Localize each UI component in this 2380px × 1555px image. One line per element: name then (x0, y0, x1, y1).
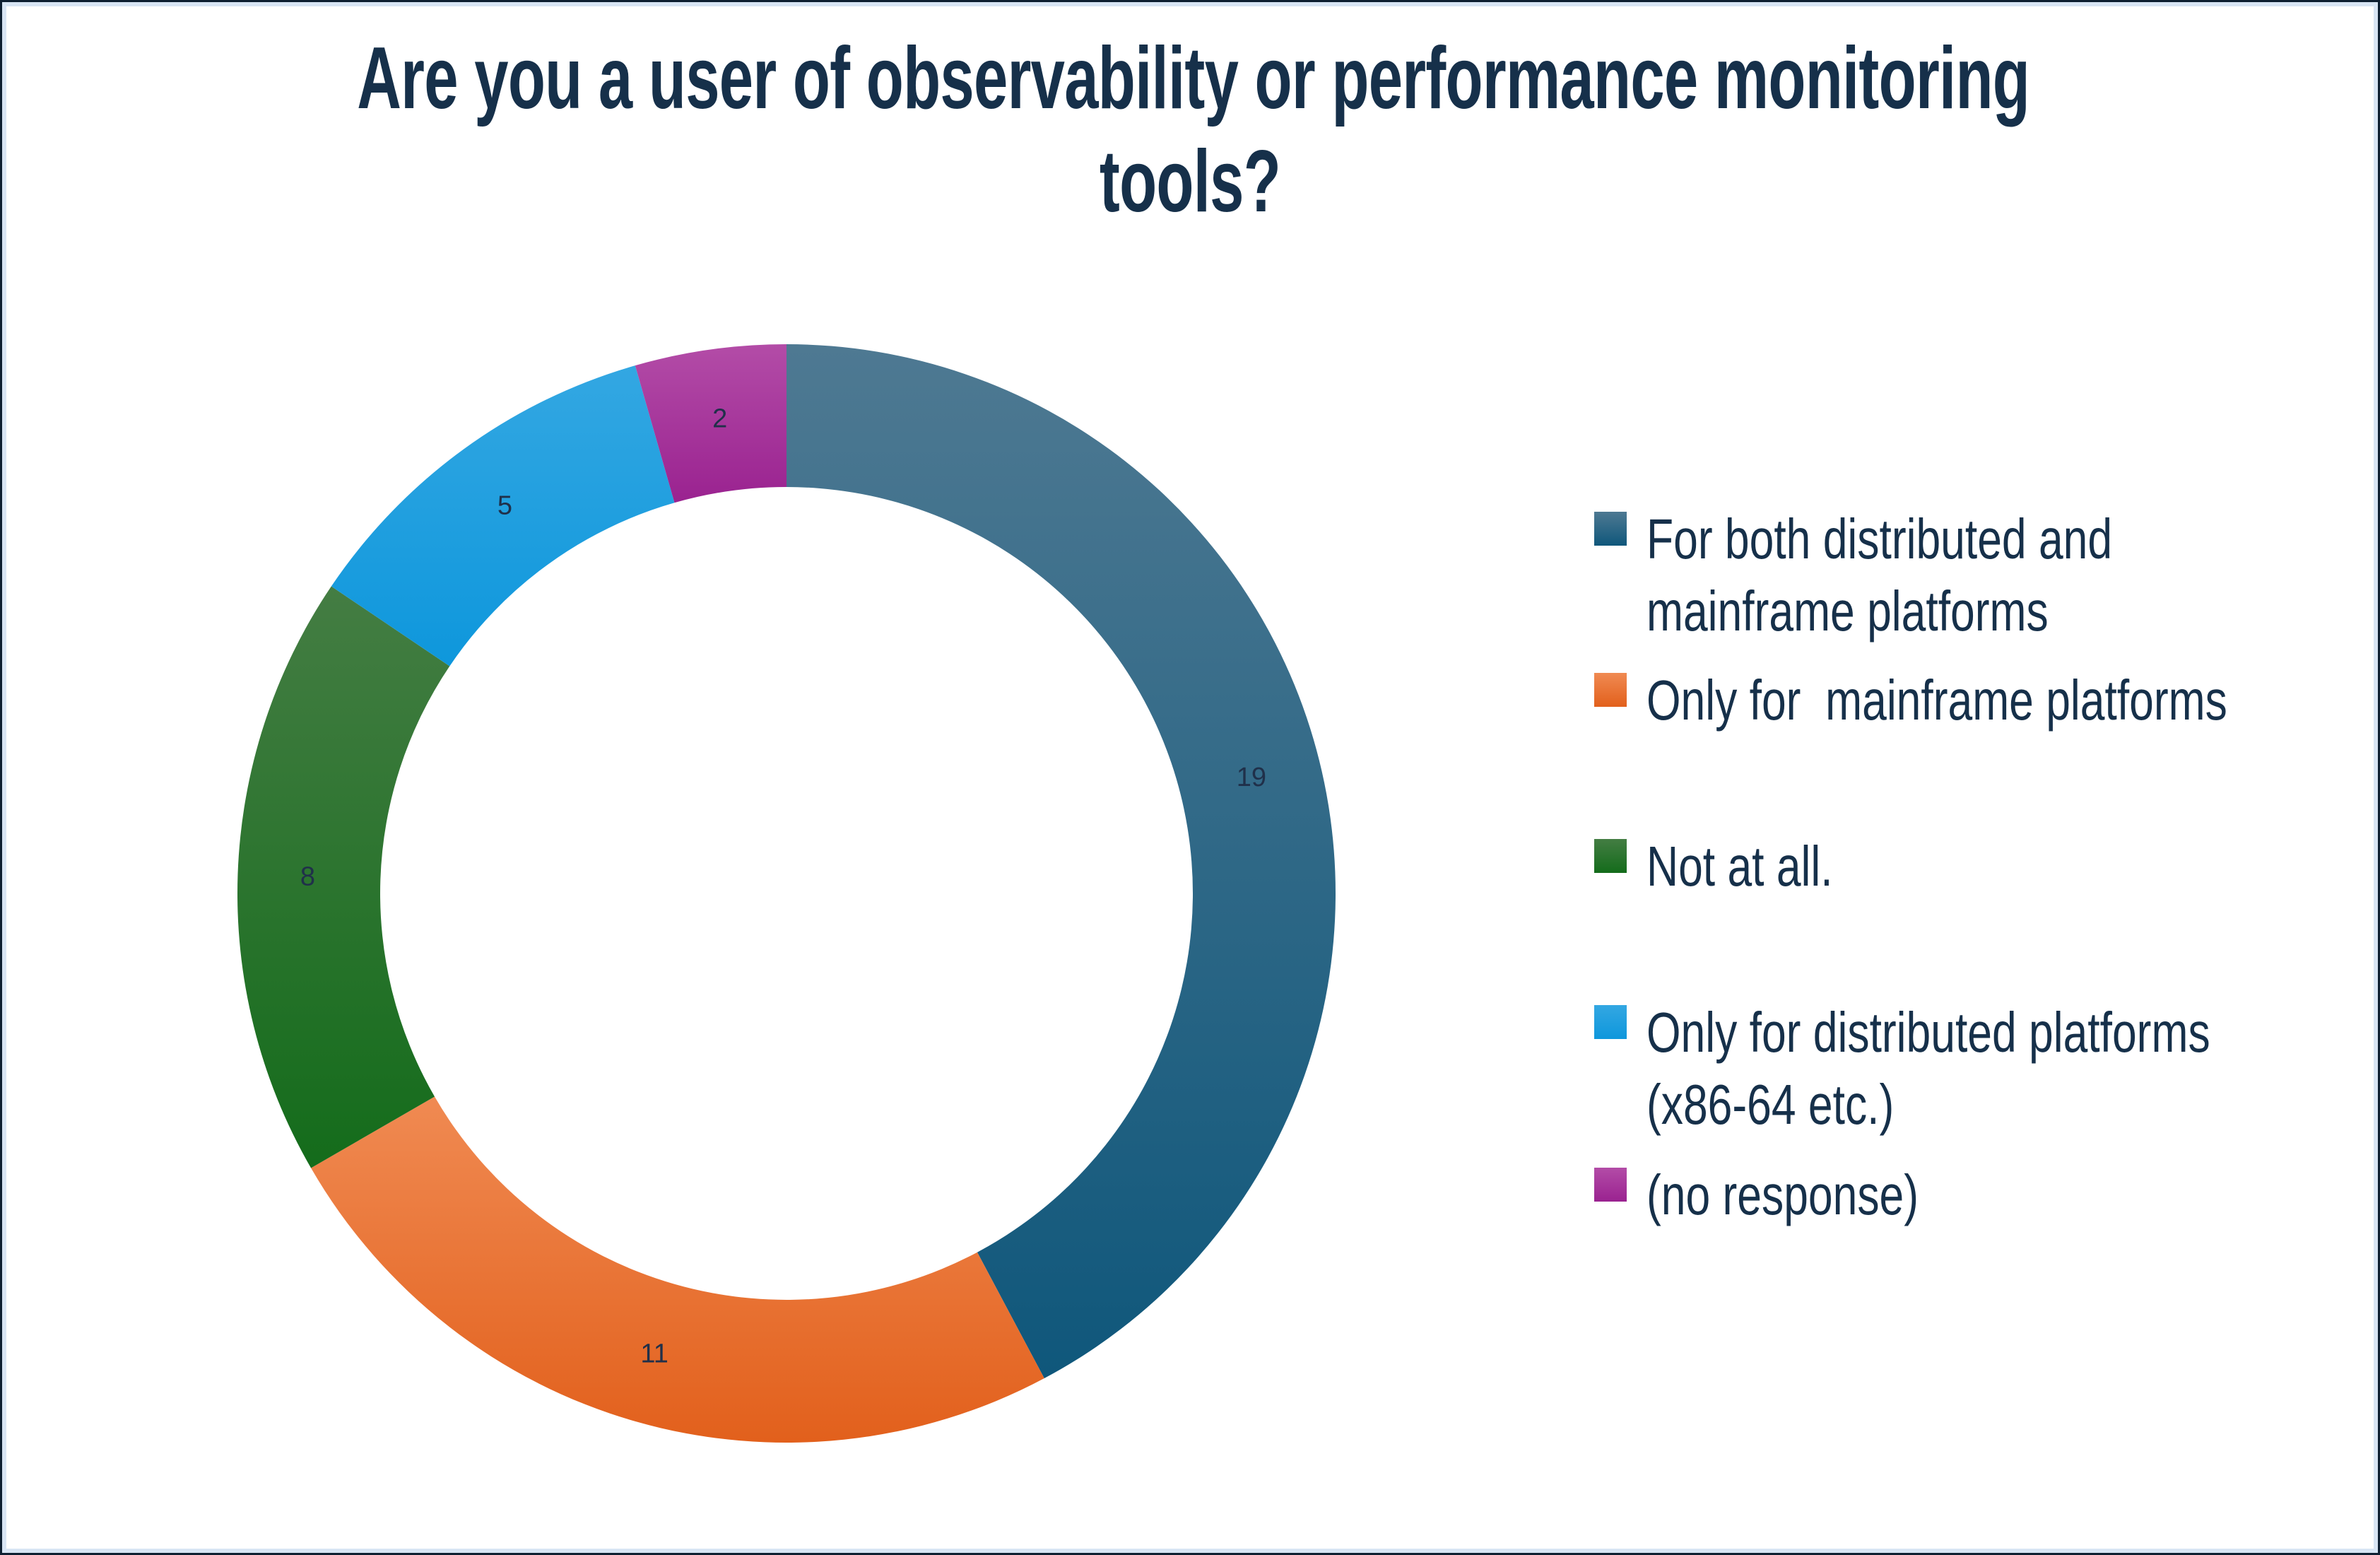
legend-label-0-line-0: For both distributed and (1646, 507, 2113, 570)
slice-value-label-3: 5 (497, 491, 512, 520)
legend-label-1: Only for mainframe platforms (1646, 664, 2227, 737)
donut-slice-2 (237, 586, 450, 1168)
legend-label-3-line-0: Only for distributed platforms (1646, 1001, 2210, 1064)
legend-item-1: Only for mainframe platforms (1594, 664, 2380, 737)
legend-label-0-line-1: mainframe platforms (1646, 580, 2049, 642)
legend-swatch-4 (1594, 1168, 1627, 1202)
legend-label-3: Only for distributed platforms (x86-64 et… (1646, 997, 2210, 1141)
legend-swatch-1 (1594, 673, 1627, 707)
slice-value-label-0: 19 (1237, 763, 1266, 792)
legend-label-3-line-1: (x86-64 etc.) (1646, 1073, 1895, 1136)
donut-slice-3 (331, 365, 675, 667)
donut-slice-4 (635, 344, 787, 503)
donut-slice-0 (787, 344, 1336, 1379)
slice-value-label-4: 2 (712, 404, 727, 434)
legend-label-4: (no response) (1646, 1159, 1919, 1231)
legend-item-3: Only for distributed platforms (x86-64 et… (1594, 997, 2369, 1141)
legend-swatch-2 (1594, 839, 1627, 873)
legend-label-2: Not at all. (1646, 831, 1833, 903)
chart-title-line-1: Are you a user of observability or perfo… (357, 30, 2030, 127)
chart-title: Are you a user of observability or perfo… (0, 27, 2380, 233)
legend-item-0: For both distributed and mainframe platfo… (1594, 503, 2244, 647)
legend-label-4-line-0: (no response) (1646, 1163, 1919, 1226)
slice-value-label-2: 8 (300, 862, 315, 891)
chart-title-line-2: tools? (1099, 133, 1281, 230)
slice-value-label-1: 11 (640, 1339, 668, 1369)
legend-label-0: For both distributed and mainframe platfo… (1646, 503, 2112, 647)
legend-swatch-0 (1594, 512, 1627, 546)
donut-slice-1 (311, 1096, 1044, 1443)
legend-label-1-line-0: Only for mainframe platforms (1646, 669, 2227, 732)
legend-item-2: Not at all. (1594, 831, 1885, 903)
legend-item-4: (no response) (1594, 1159, 1996, 1231)
legend-swatch-3 (1594, 1005, 1627, 1039)
legend-label-2-line-0: Not at all. (1646, 835, 1833, 898)
